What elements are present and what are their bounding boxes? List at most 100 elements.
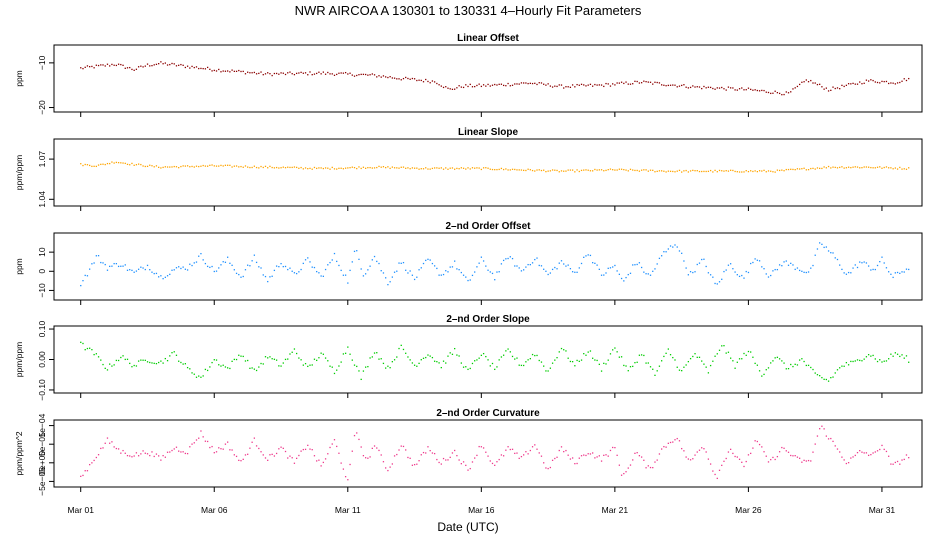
data-point: [689, 170, 692, 172]
data-point: [732, 268, 734, 270]
data-point: [736, 456, 738, 458]
data-point: [790, 262, 792, 265]
data-point: [80, 67, 82, 69]
data-point: [213, 452, 215, 454]
data-point: [821, 425, 823, 427]
data-point: [316, 359, 318, 362]
data-point: [320, 465, 322, 467]
data-point: [663, 84, 665, 86]
data-point: [843, 167, 845, 169]
data-point: [867, 166, 870, 168]
data-point: [596, 456, 598, 458]
data-point: [661, 255, 663, 257]
data-point: [349, 463, 351, 466]
data-point: [235, 165, 238, 167]
y-tick-label: 0e+00: [37, 451, 47, 475]
data-point: [220, 365, 222, 367]
data-point: [881, 444, 883, 447]
data-point: [151, 362, 153, 364]
data-point: [255, 261, 258, 264]
data-point: [427, 446, 429, 448]
data-point: [721, 278, 723, 280]
data-point: [538, 359, 540, 362]
data-point: [269, 276, 271, 278]
data-point: [716, 283, 718, 285]
data-point: [291, 351, 293, 353]
data-point: [498, 458, 500, 461]
data-point: [738, 275, 741, 278]
data-point: [344, 167, 347, 169]
data-point: [549, 367, 552, 369]
data-point: [460, 362, 462, 364]
data-point: [605, 363, 607, 365]
data-point: [901, 271, 903, 273]
data-point: [109, 65, 111, 67]
data-point: [623, 280, 625, 282]
data-point: [146, 264, 149, 267]
data-point: [258, 167, 260, 169]
data-point: [540, 361, 543, 363]
data-point: [716, 171, 718, 173]
data-point: [389, 367, 391, 369]
data-point: [841, 456, 843, 458]
data-point: [587, 169, 589, 171]
data-point: [184, 452, 187, 455]
data-point: [478, 357, 480, 359]
data-point: [102, 64, 104, 66]
data-point: [316, 167, 318, 170]
data-point: [91, 462, 93, 464]
data-point: [523, 269, 525, 271]
data-point: [382, 166, 385, 168]
data-point: [456, 167, 458, 170]
data-point: [558, 449, 560, 452]
data-point: [870, 453, 872, 456]
data-point: [109, 442, 111, 444]
data-point: [391, 361, 393, 363]
data-point: [856, 451, 859, 454]
data-point: [309, 71, 311, 73]
data-point: [126, 269, 129, 271]
data-point: [491, 462, 494, 465]
data-point: [195, 165, 198, 167]
data-point: [380, 166, 382, 168]
series-points: [80, 341, 910, 382]
data-point: [411, 362, 414, 364]
data-point: [663, 355, 665, 358]
data-point: [376, 166, 378, 169]
data-point: [576, 169, 578, 171]
data-point: [385, 166, 387, 169]
data-point: [289, 166, 291, 169]
data-point: [387, 469, 389, 472]
data-point: [761, 170, 763, 172]
data-point: [859, 359, 861, 362]
series-points: [80, 161, 910, 173]
data-point: [407, 77, 409, 80]
data-point: [349, 167, 351, 169]
data-point: [242, 275, 244, 278]
data-point: [244, 269, 247, 271]
data-point: [505, 258, 507, 260]
data-point: [594, 83, 596, 86]
data-point: [391, 463, 393, 465]
data-point: [496, 271, 498, 273]
data-point: [645, 467, 647, 469]
data-point: [589, 350, 592, 352]
data-point: [669, 84, 672, 86]
data-point: [674, 171, 676, 173]
data-point: [251, 166, 253, 169]
data-point: [685, 86, 687, 88]
data-point: [669, 441, 672, 444]
data-point: [142, 66, 144, 68]
data-point: [233, 358, 235, 361]
data-point: [883, 360, 885, 362]
data-point: [106, 369, 109, 371]
data-point: [908, 167, 910, 169]
data-point: [253, 165, 256, 167]
data-point: [109, 265, 111, 268]
data-point: [625, 276, 627, 279]
data-point: [164, 456, 166, 458]
data-point: [320, 73, 322, 75]
data-point: [273, 269, 276, 272]
data-point: [750, 170, 752, 172]
data-point: [247, 71, 249, 73]
